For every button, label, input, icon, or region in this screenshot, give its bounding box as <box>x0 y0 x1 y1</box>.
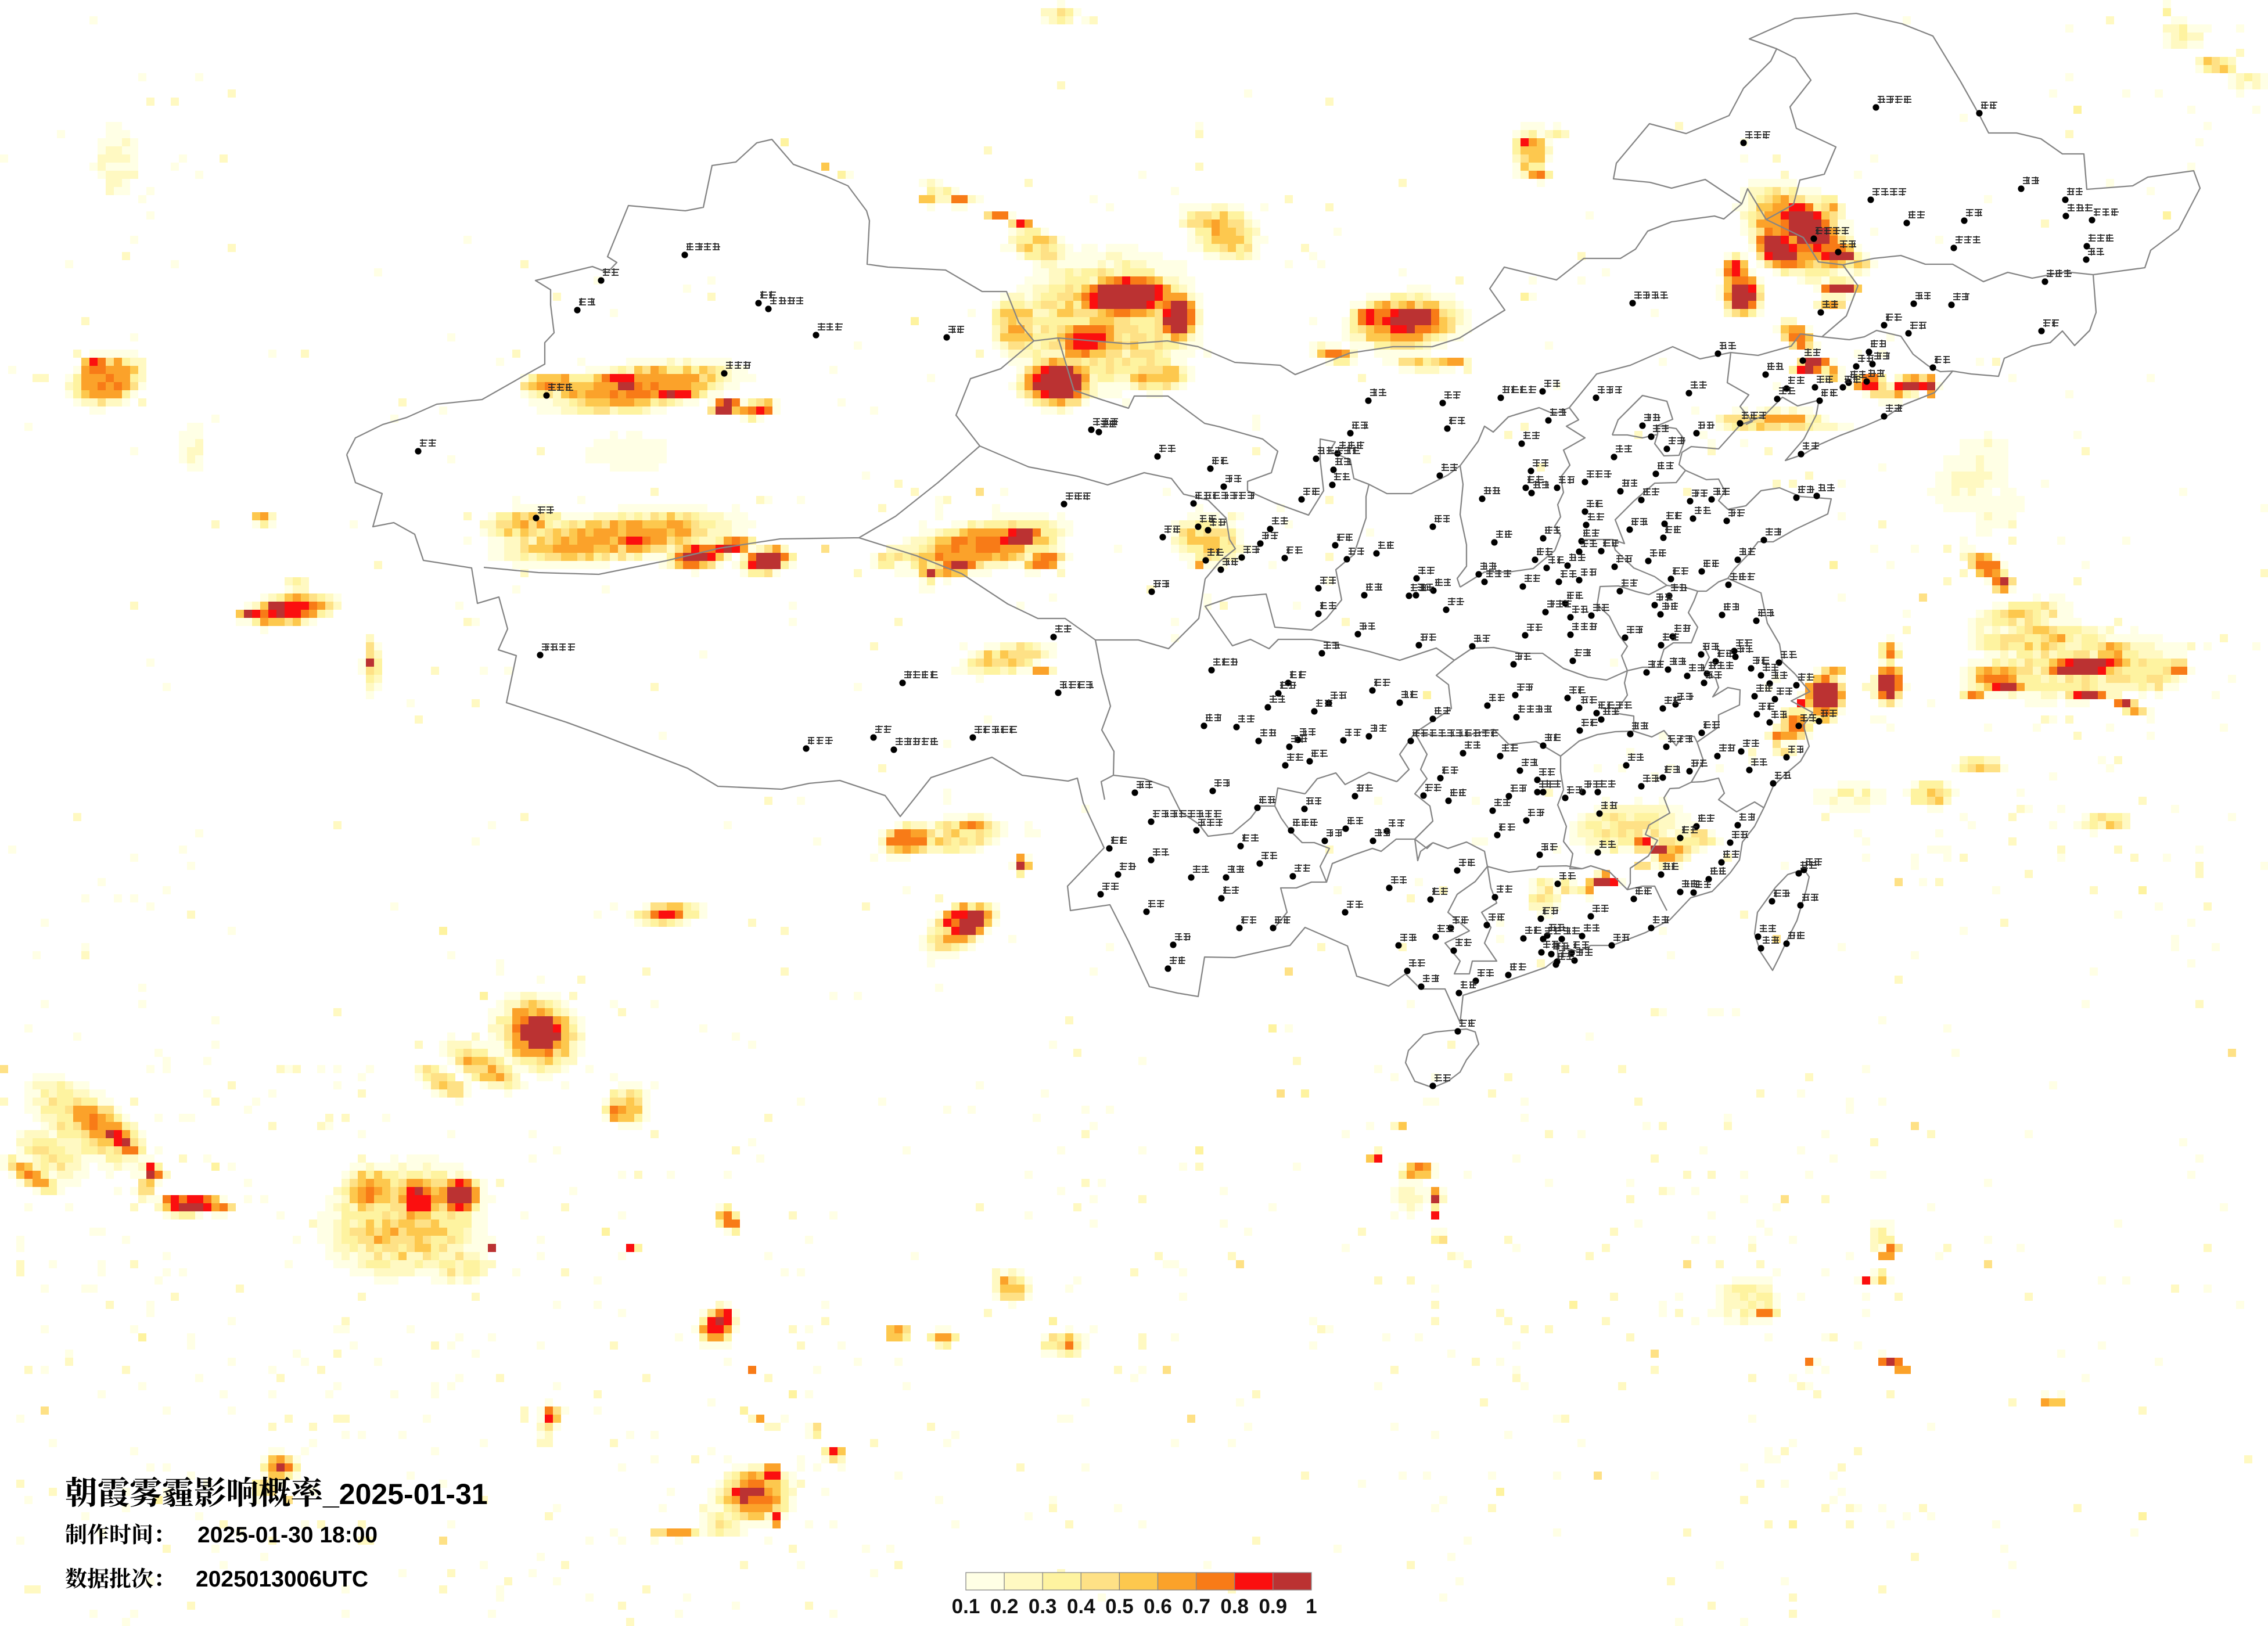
svg-text:0.4: 0.4 <box>1067 1595 1095 1618</box>
svg-text:2025-01-30 18:00: 2025-01-30 18:00 <box>197 1523 378 1548</box>
svg-text:2025013006UTC: 2025013006UTC <box>196 1567 368 1592</box>
svg-text:0.2: 0.2 <box>990 1595 1019 1618</box>
svg-text:0.8: 0.8 <box>1220 1595 1249 1618</box>
svg-text:1: 1 <box>1306 1595 1317 1618</box>
svg-text:0.5: 0.5 <box>1105 1595 1134 1618</box>
svg-text:0.7: 0.7 <box>1182 1595 1210 1618</box>
svg-text:0.3: 0.3 <box>1029 1595 1057 1618</box>
svg-text:_2025-01-31: _2025-01-31 <box>322 1478 488 1510</box>
svg-text:0.1: 0.1 <box>952 1595 980 1618</box>
svg-text:0.6: 0.6 <box>1144 1595 1172 1618</box>
svg-text:0.9: 0.9 <box>1259 1595 1287 1618</box>
